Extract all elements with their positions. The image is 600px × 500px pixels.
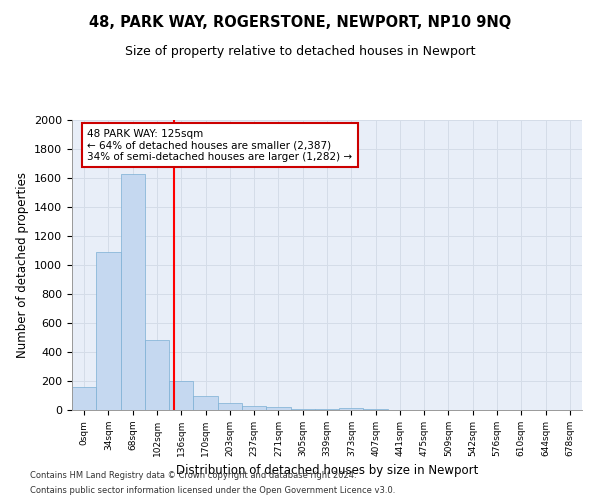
Bar <box>72 387 96 410</box>
Bar <box>242 406 266 410</box>
Bar <box>218 404 242 410</box>
Bar <box>121 174 145 410</box>
Text: Contains HM Land Registry data © Crown copyright and database right 2024.: Contains HM Land Registry data © Crown c… <box>30 471 356 480</box>
Text: 48, PARK WAY, ROGERSTONE, NEWPORT, NP10 9NQ: 48, PARK WAY, ROGERSTONE, NEWPORT, NP10 … <box>89 15 511 30</box>
Bar <box>145 340 169 410</box>
Bar <box>169 381 193 410</box>
Bar <box>193 396 218 410</box>
Text: 48 PARK WAY: 125sqm
← 64% of detached houses are smaller (2,387)
34% of semi-det: 48 PARK WAY: 125sqm ← 64% of detached ho… <box>88 128 352 162</box>
Bar <box>339 408 364 410</box>
Text: Size of property relative to detached houses in Newport: Size of property relative to detached ho… <box>125 45 475 58</box>
Y-axis label: Number of detached properties: Number of detached properties <box>16 172 29 358</box>
Bar <box>96 252 121 410</box>
X-axis label: Distribution of detached houses by size in Newport: Distribution of detached houses by size … <box>176 464 478 477</box>
Text: Contains public sector information licensed under the Open Government Licence v3: Contains public sector information licen… <box>30 486 395 495</box>
Bar <box>266 407 290 410</box>
Bar <box>290 408 315 410</box>
